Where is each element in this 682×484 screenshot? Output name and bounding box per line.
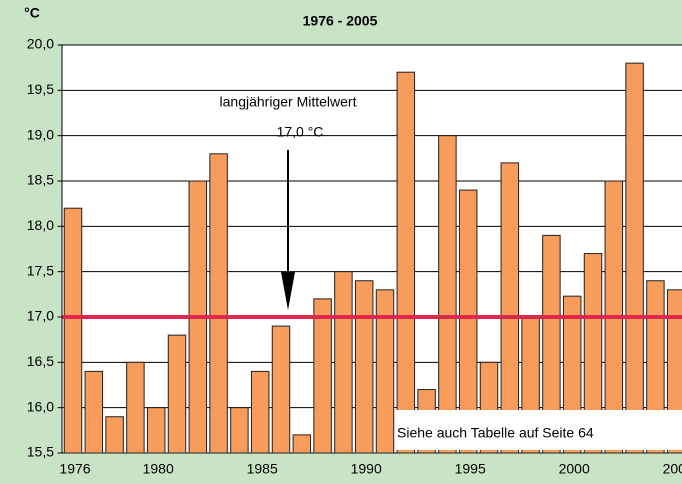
x-tick-label: 1990 [351,461,382,477]
bar [396,71,416,454]
bar [313,298,332,454]
x-tick-label: 1995 [455,461,486,477]
bar [84,370,104,454]
bar [63,207,83,454]
bar [250,370,270,454]
y-tick-label: 19,5 [27,81,54,97]
y-tick-label: 17,0 [27,308,54,324]
bar [583,253,603,454]
note-box [395,410,682,450]
bar [625,62,644,454]
mean-value-label: 17,0 °C [277,124,324,140]
bar [334,271,353,454]
bar [542,234,561,454]
y-tick-label: 17,5 [27,262,54,278]
y-unit: °C [24,5,40,21]
x-tick-label: 1976 [59,461,90,477]
bar [230,407,249,454]
bar [167,334,187,454]
x-tick-label: 2000 [559,461,590,477]
y-tick-label: 18,5 [27,172,54,188]
chart-subtitle: 1976 - 2005 [303,13,378,29]
bar [500,162,520,454]
x-tick-label: 1985 [247,461,278,477]
y-tick-label: 16,0 [27,398,54,414]
bar [354,280,374,454]
bar [438,135,457,454]
y-tick-label: 18,0 [27,217,54,233]
bar [375,289,395,454]
bar [271,325,291,454]
bar [126,361,145,454]
arrow-head [281,272,295,310]
mean-label: langjähriger Mittelwert [220,94,357,110]
bar [292,434,312,454]
bar [458,189,478,454]
y-tick-label: 15,5 [27,444,54,460]
y-tick-label: 19,0 [27,126,54,142]
y-tick-label: 20,0 [27,36,54,52]
x-tick-label: 2005 [663,461,682,477]
x-tick-label: 1980 [143,461,174,477]
bar [209,153,228,454]
bar [105,416,124,454]
y-tick-label: 16,5 [27,353,54,369]
note: Siehe auch Tabelle auf Seite 64 [397,425,594,441]
bar [146,407,166,454]
bar [646,280,665,454]
